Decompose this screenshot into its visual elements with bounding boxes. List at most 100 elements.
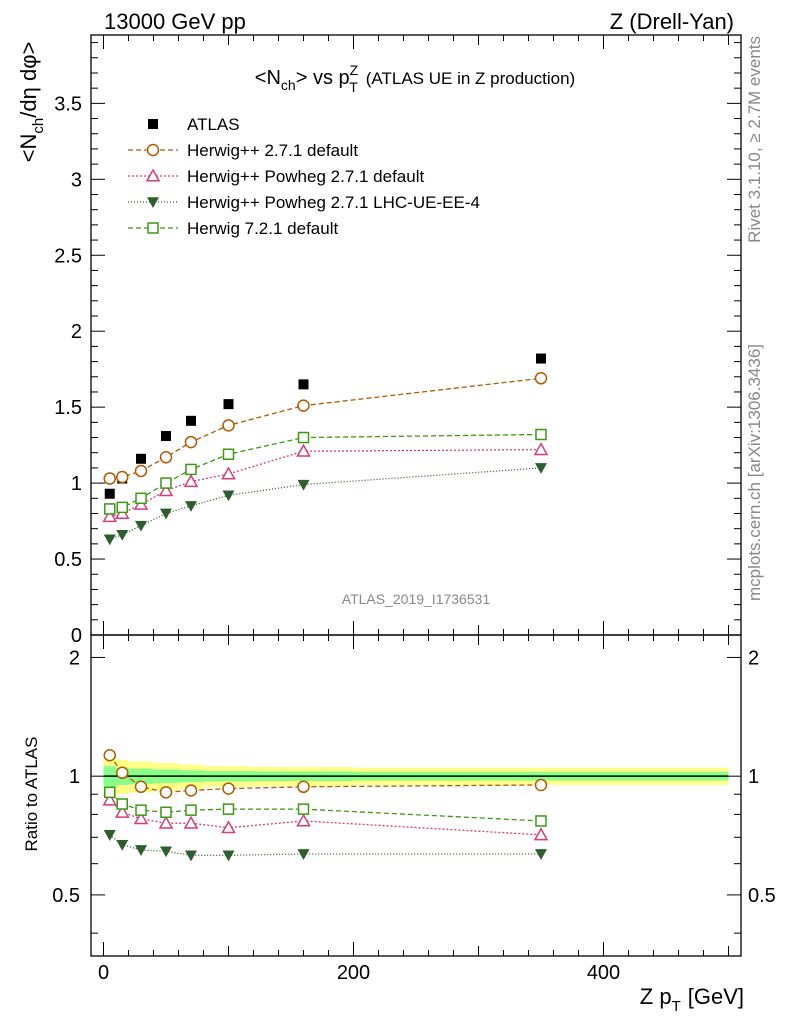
series-line — [109, 467, 542, 540]
y-tick-label: 0 — [71, 625, 82, 647]
ratio-point — [183, 815, 199, 829]
ratio-point — [535, 815, 547, 827]
legend-label: Herwig++ Powheg 2.7.1 LHC-UE-EE-4 — [187, 193, 480, 212]
legend-label: Herwig 7.2.1 default — [187, 219, 338, 238]
data-point — [298, 379, 309, 390]
ratio-point — [297, 849, 310, 860]
x-tick-label: 400 — [587, 962, 620, 984]
x-axis-label: Z pT [GeV] — [640, 984, 744, 1015]
y-tick-label: 3.5 — [54, 93, 82, 115]
series-1 — [103, 372, 548, 799]
legend-label: ATLAS — [187, 115, 240, 134]
data-point — [222, 490, 235, 502]
axes: 0 200 400 0 0.5 1 1.5 2 2.5 3 3.5 0.5 0.5 1 1 2 2 — [52, 34, 776, 984]
data-point — [116, 529, 129, 541]
legend-marker — [146, 143, 160, 157]
data-point — [160, 508, 172, 520]
series-3 — [103, 463, 547, 862]
ratio-point — [222, 782, 235, 795]
ratio-point — [133, 811, 149, 825]
x-tick-label: 200 — [337, 962, 370, 984]
y-tick-label: 2 — [71, 321, 82, 343]
ylabel-main: <N — [16, 134, 41, 163]
data-point — [223, 399, 234, 410]
ratio-point — [185, 850, 197, 862]
series-4 — [104, 428, 547, 827]
ratio-point — [297, 803, 310, 815]
series-line — [109, 449, 542, 518]
data-point — [158, 483, 174, 497]
x-tick-label: 0 — [98, 962, 109, 984]
analysis-id-label: ATLAS_2019_I1736531 — [342, 591, 491, 607]
ratio-point — [158, 815, 174, 829]
series-line — [109, 377, 542, 480]
mcplots-label: mcplots.cern.ch [arXiv:1306.3436] — [745, 344, 764, 601]
title-sub: T — [349, 79, 358, 95]
y-tick-label: 0.5 — [54, 549, 82, 571]
data-point — [184, 435, 198, 449]
legend-item: Herwig++ 2.7.1 default — [128, 141, 358, 160]
data-point — [134, 464, 148, 478]
ratio-point — [297, 780, 310, 794]
ratio-point — [221, 820, 236, 834]
legend-marker — [147, 197, 159, 208]
y-tick-label: 2.5 — [54, 245, 82, 267]
data-point — [160, 477, 172, 489]
ratio-y-tick-label: 0.5 — [52, 885, 80, 907]
ratio-point — [534, 778, 548, 792]
data-point — [104, 503, 116, 515]
ratio-uncertainty-band — [103, 756, 729, 799]
ratio-point — [103, 748, 116, 762]
title-note: (ATLAS UE in Z production) — [366, 69, 575, 88]
ratio-point — [116, 798, 128, 810]
data-point — [222, 419, 235, 432]
ratio-point — [102, 792, 118, 806]
ratio-point — [535, 849, 547, 860]
data-point — [116, 501, 128, 514]
data-point — [135, 492, 147, 505]
title-vs: > vs p — [296, 67, 350, 89]
ratio-series-line — [109, 834, 541, 856]
legend-marker — [148, 119, 158, 129]
data-point — [533, 442, 549, 456]
ratio-point — [185, 804, 197, 816]
header-right: Z (Drell-Yan) — [610, 9, 734, 34]
ratio-panel-frame — [90, 634, 742, 957]
xlabel-sub: T — [672, 998, 681, 1015]
data-point — [296, 443, 311, 457]
legend-marker — [145, 168, 161, 182]
series-0 — [104, 353, 546, 499]
ratio-point — [222, 850, 235, 862]
data-point — [222, 448, 235, 460]
data-point — [536, 353, 546, 364]
legend-item: Herwig 7.2.1 default — [128, 219, 338, 238]
y-tick-label: 1 — [71, 473, 82, 495]
y-tick-label: 3 — [71, 169, 82, 191]
data-point — [183, 474, 199, 488]
data-point — [135, 520, 147, 532]
ratio-point — [134, 780, 148, 794]
data-point — [116, 470, 129, 484]
data-point — [221, 466, 236, 480]
ratio-point — [160, 846, 172, 858]
title-sup: Z — [350, 62, 359, 78]
ratio-y-tick-label: 2 — [69, 647, 80, 669]
ratio-point — [159, 786, 173, 799]
ratio-y-axis-label: Ratio to ATLAS — [22, 737, 41, 852]
legend: ATLAS Herwig++ 2.7.1 default Herwig++ Powh… — [128, 115, 480, 238]
ratio-point — [296, 813, 311, 827]
data-point — [534, 372, 548, 385]
ratio-point — [135, 804, 147, 816]
ratio-point — [116, 766, 129, 780]
title-prefix: <N — [255, 67, 281, 89]
ratio-point — [135, 845, 147, 856]
ratio-point — [184, 784, 198, 797]
legend-marker — [147, 222, 159, 234]
data-point — [186, 415, 196, 426]
legend-label: Herwig++ 2.7.1 default — [187, 141, 358, 160]
plot-title: <Nch> vs pZ T (ATLAS UE in Z production) — [255, 62, 575, 95]
data-point — [535, 463, 547, 474]
xlabel-main: Z p — [640, 984, 672, 1009]
ratio-point — [116, 839, 129, 851]
